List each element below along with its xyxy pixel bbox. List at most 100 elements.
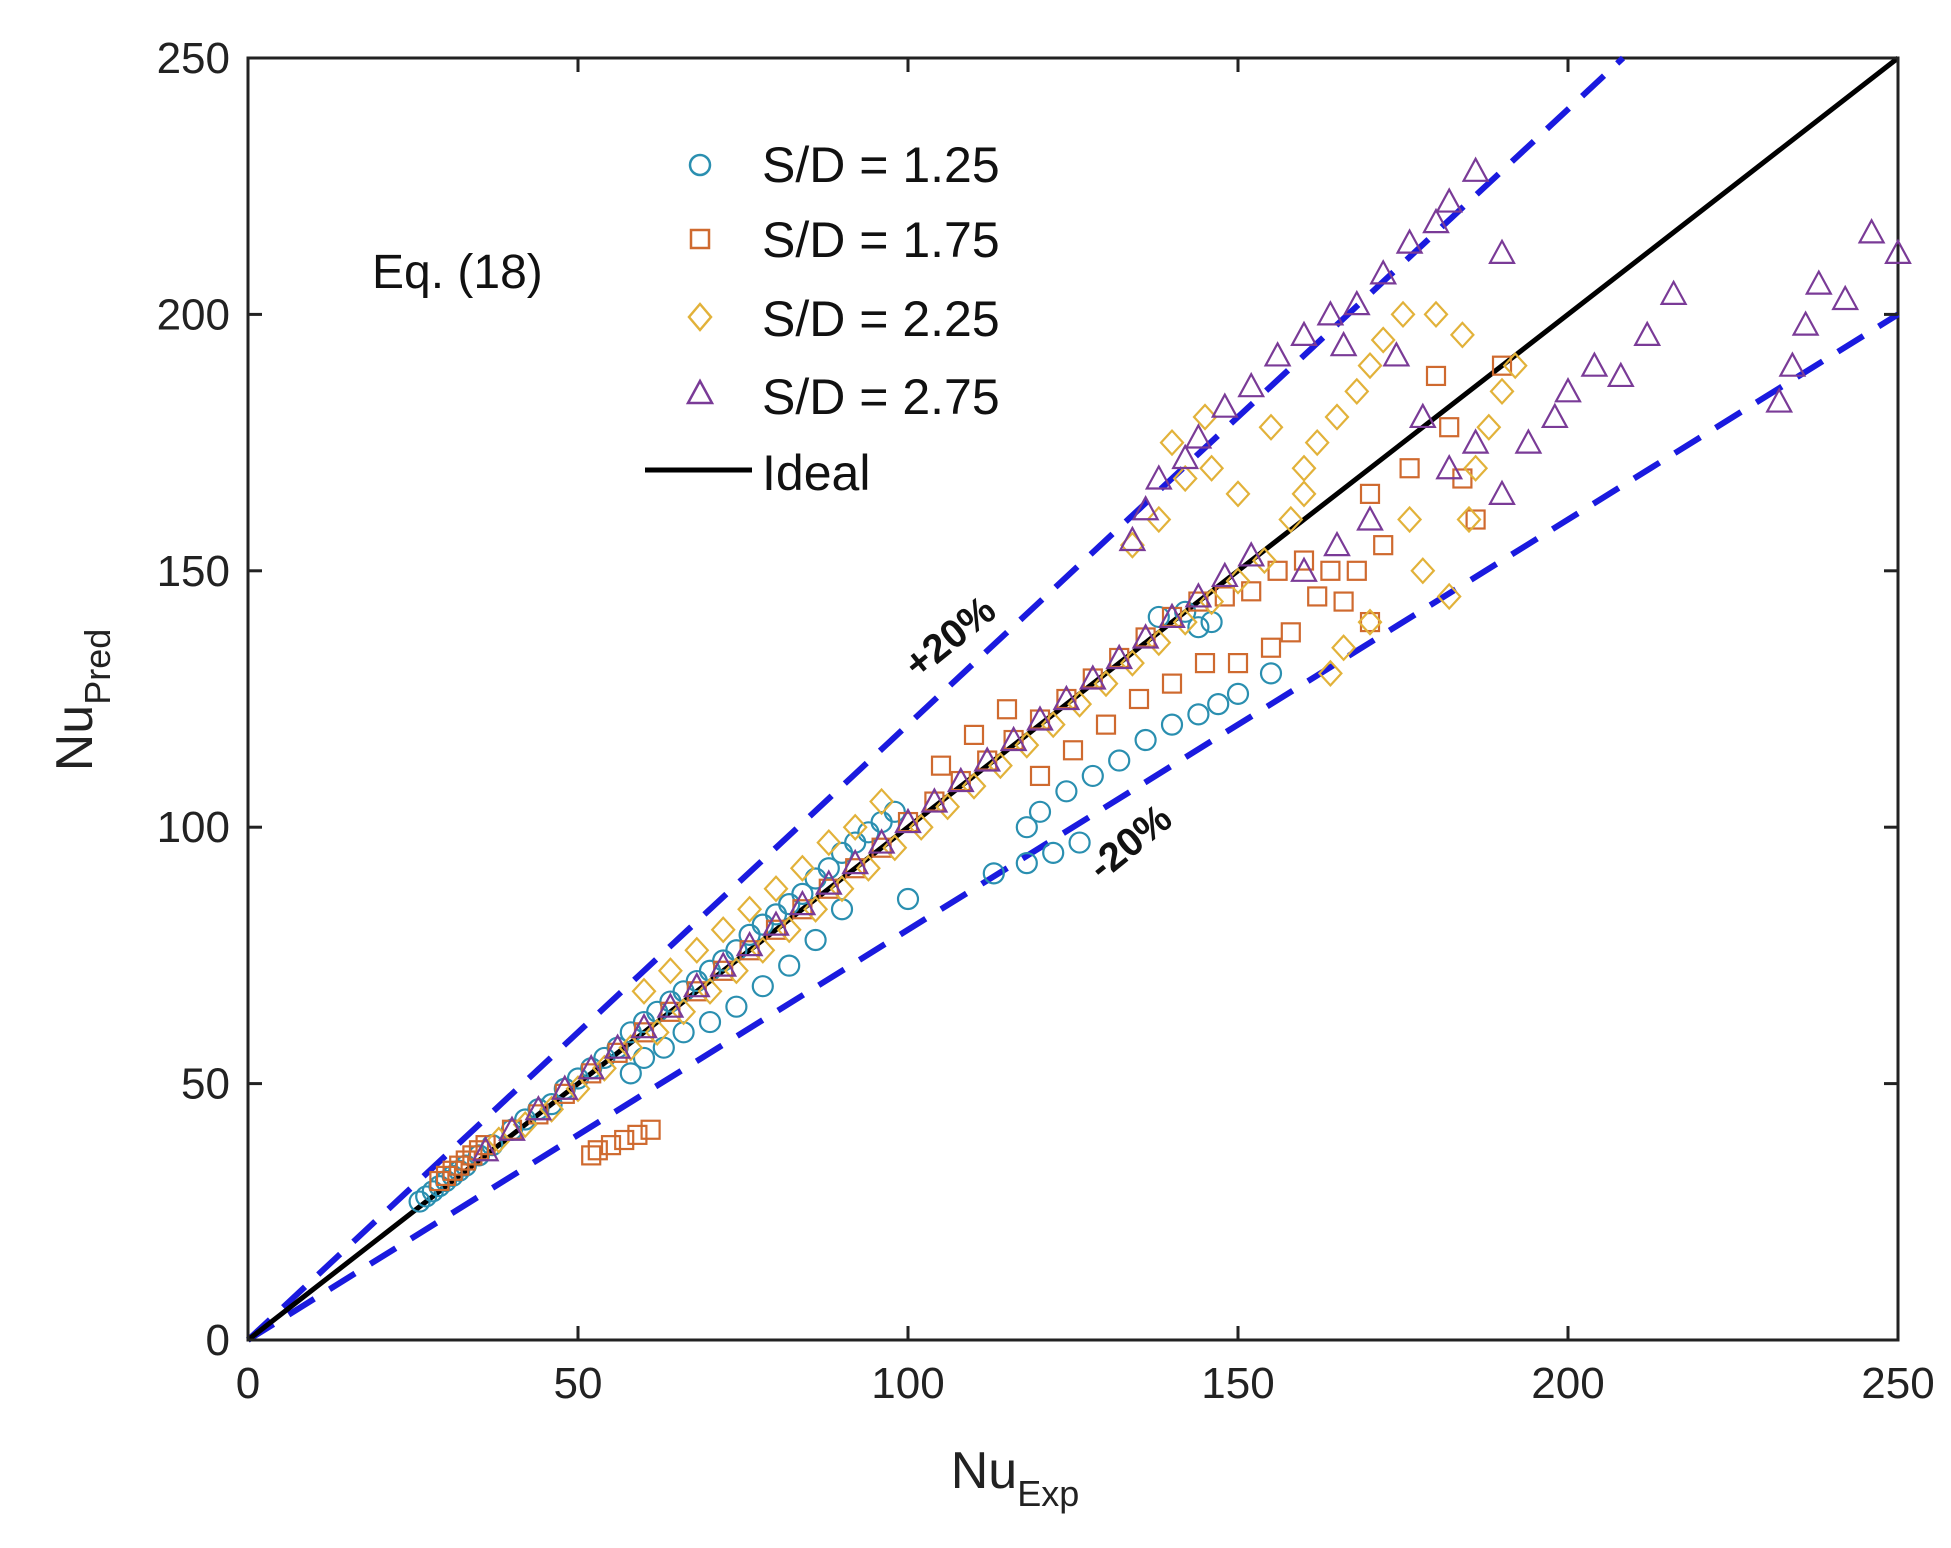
point-s275 [1382,341,1411,367]
point-s175 [600,1135,622,1156]
x-tick-label: 150 [1201,1359,1274,1408]
point-s125 [1042,841,1065,864]
point-s225 [539,1095,565,1123]
point-s275 [894,807,922,834]
point-s125 [1081,764,1104,788]
point-s275 [1263,341,1292,367]
point-s125 [1068,831,1091,854]
point-s175 [1373,535,1394,556]
point-s275 [1369,259,1398,285]
point-s225 [684,936,710,964]
point-s175 [1260,637,1282,658]
point-s225 [723,957,749,985]
point-s225 [1040,711,1066,739]
point-s125 [1160,713,1184,736]
point-s225 [1357,608,1383,636]
point-s225 [1172,608,1198,636]
point-s175 [1194,653,1216,674]
point-s225 [842,813,868,841]
point-s125 [883,800,906,823]
legend-marker-s225 [687,302,713,332]
y-tick-label: 200 [157,290,230,339]
point-s175 [627,1124,648,1145]
point-s275 [1884,238,1912,264]
point-s275 [1078,664,1107,690]
point-s275 [1105,643,1134,670]
point-s275 [814,869,843,895]
point-s225 [631,977,657,1005]
point-s225 [829,875,855,903]
point-s125 [725,995,748,1018]
point-s275 [709,951,738,977]
point-s225 [789,854,815,882]
point-s175 [435,1165,457,1187]
point-s175 [1280,622,1301,643]
point-s225 [1278,505,1304,534]
point-s275 [1540,402,1569,429]
point-s225 [882,834,908,862]
point-s275 [1488,238,1516,264]
point-s225 [1331,634,1357,662]
point-s225 [1489,377,1515,405]
point-s125 [1259,662,1283,685]
legend-label-ideal: Ideal [762,445,870,501]
point-s225 [750,936,776,964]
point-s275 [1461,156,1490,182]
point-s125 [1015,816,1038,839]
point-s225 [1251,546,1277,575]
point-s125 [1028,800,1052,823]
point-s175 [1161,673,1183,694]
legend-label-s175: S/D = 1.75 [762,212,1000,268]
legend-marker-s125 [688,153,712,177]
point-s275 [498,1115,526,1141]
point-s225 [1093,669,1119,698]
point-s175 [1465,509,1486,530]
point-s275 [630,1012,658,1039]
point-s175 [963,724,985,745]
point-s175 [1359,611,1381,633]
axis-ticks: 0 50 100 150 200 250 0 50 100 150 200 250 [157,34,1935,1408]
point-s125 [817,857,840,880]
point-s275 [946,766,975,793]
y-tick-label: 100 [157,803,230,852]
x-tick-label: 0 [236,1359,260,1408]
point-s225 [1304,428,1330,457]
point-s275 [603,1033,632,1059]
point-s275 [1237,371,1266,398]
point-s275 [1488,479,1516,505]
x-tick-label: 50 [554,1359,603,1408]
point-s175 [1399,458,1420,479]
point-s175 [1333,591,1354,612]
point-s275 [1765,387,1794,413]
data-points [408,156,1912,1213]
point-s125 [751,975,774,998]
point-s225 [565,1075,591,1103]
point-s225 [1423,300,1449,329]
point-s225 [591,1054,617,1082]
point-s175 [930,755,952,776]
point-s175 [996,699,1018,720]
point-s275 [1316,300,1345,326]
point-s175 [1439,417,1460,438]
x-axis-title-sub: Exp [1017,1473,1079,1514]
legend-label-s125: S/D = 1.25 [762,137,1000,193]
point-s225 [644,1018,670,1046]
point-s125 [982,862,1005,885]
point-s175 [1029,765,1051,787]
legend-label-s275: S/D = 2.75 [762,369,1000,425]
point-s225 [961,772,987,800]
point-s175 [614,1129,635,1151]
point-s175 [1346,560,1367,581]
point-s225 [1199,587,1225,616]
point-s225 [1225,480,1251,508]
point-s225 [1317,659,1343,687]
point-s225 [1159,428,1185,457]
point-s175 [462,1145,483,1166]
legend-marker-s275 [685,378,715,405]
point-s225 [1146,628,1172,657]
x-axis-title: NuExp [951,1442,1080,1514]
y-axis-title-sub: Pred [77,629,118,705]
point-s175 [1293,550,1315,571]
y-axis-title-main: Nu [46,705,104,771]
point-s225 [1390,300,1416,329]
